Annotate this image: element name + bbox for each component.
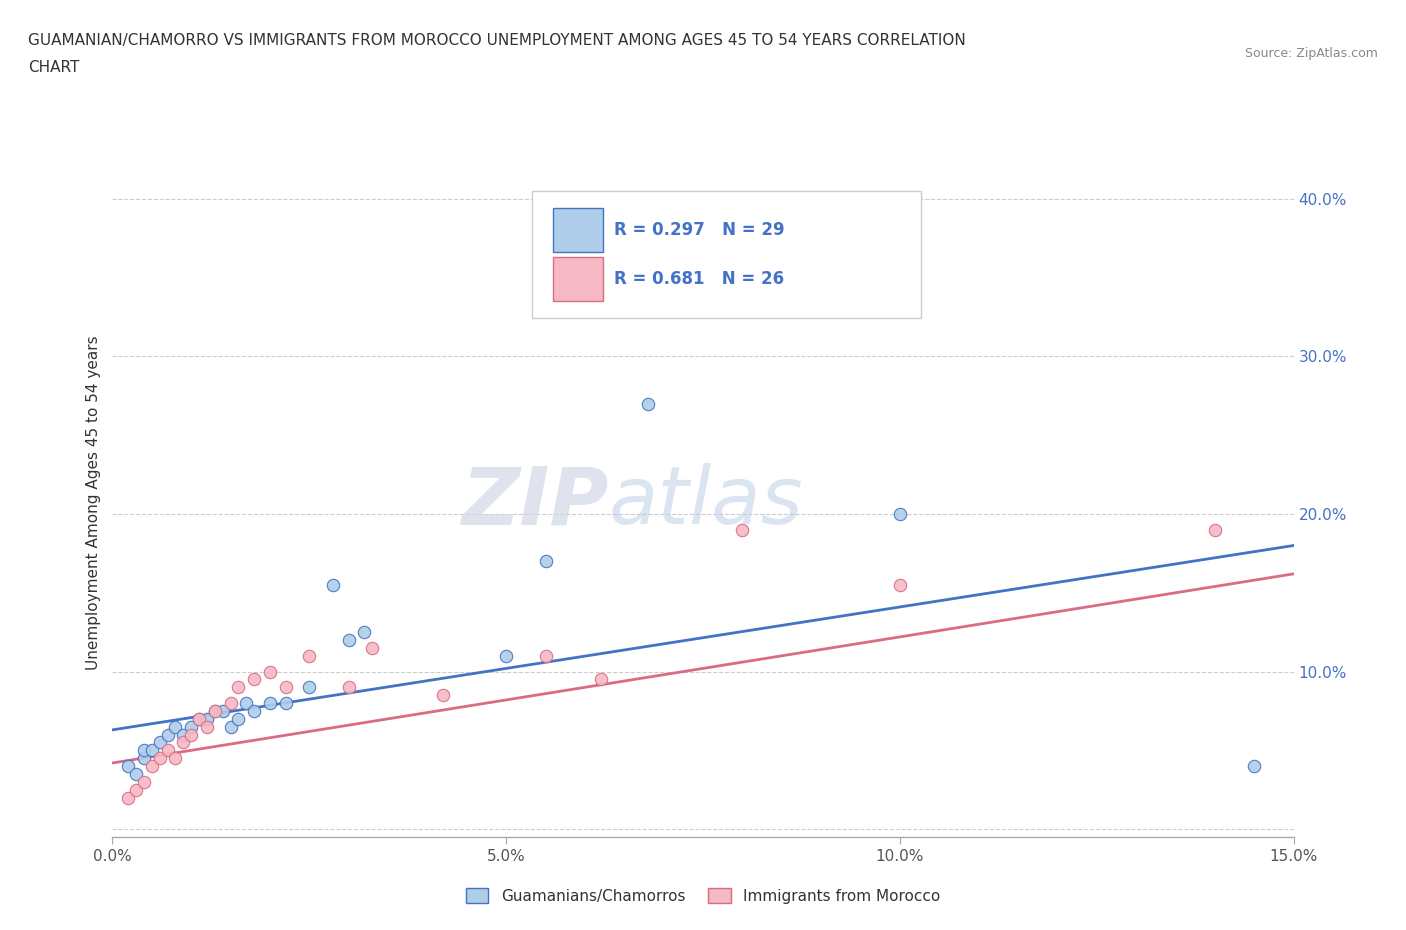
Point [165,719,187,734]
Y-axis label: Unemployment Among Ages 45 to 54 years: Unemployment Among Ages 45 to 54 years [86,335,101,670]
Point [180,727,202,742]
Point [141,743,163,758]
Point [204,703,226,718]
Point [243,703,266,718]
Point [149,735,172,750]
Point [132,775,155,790]
Point [589,672,612,687]
Point [180,719,202,734]
Text: ZIP: ZIP [461,463,609,541]
Point [188,711,211,726]
Point [219,719,242,734]
Point [188,711,211,726]
FancyBboxPatch shape [553,208,603,252]
FancyBboxPatch shape [531,191,921,318]
Point [1243,759,1265,774]
Point [156,727,179,742]
Point [195,719,218,734]
Text: GUAMANIAN/CHAMORRO VS IMMIGRANTS FROM MOROCCO UNEMPLOYMENT AMONG AGES 45 TO 54 Y: GUAMANIAN/CHAMORRO VS IMMIGRANTS FROM MO… [28,33,966,47]
Point [274,680,297,695]
Point [141,759,163,774]
Point [298,648,321,663]
Text: Source: ZipAtlas.com: Source: ZipAtlas.com [1244,46,1378,60]
Point [172,727,194,742]
Point [259,664,281,679]
Point [204,703,226,718]
Text: CHART: CHART [28,60,80,75]
Point [172,735,194,750]
Text: atlas: atlas [609,463,803,541]
Point [125,766,148,781]
Point [235,696,257,711]
Point [165,751,187,765]
Point [298,680,321,695]
Point [637,396,659,411]
Point [1204,523,1226,538]
Point [889,578,911,592]
Point [353,625,375,640]
Point [125,782,148,797]
Point [243,672,266,687]
Point [337,680,360,695]
Point [228,711,250,726]
Point [495,648,517,663]
Point [259,696,281,711]
Point [337,632,360,647]
Point [195,711,218,726]
Point [889,507,911,522]
Point [156,743,179,758]
FancyBboxPatch shape [553,257,603,301]
Point [149,751,172,765]
Text: R = 0.297   N = 29: R = 0.297 N = 29 [614,221,785,239]
Point [274,696,297,711]
Point [117,790,139,805]
Point [132,743,155,758]
Text: R = 0.681   N = 26: R = 0.681 N = 26 [614,271,785,288]
Point [228,680,250,695]
Point [534,648,557,663]
Point [322,578,344,592]
Point [432,688,454,703]
Point [132,751,155,765]
Point [211,703,233,718]
Point [219,696,242,711]
Point [534,554,557,569]
Legend: Guamanians/Chamorros, Immigrants from Morocco: Guamanians/Chamorros, Immigrants from Mo… [460,882,946,910]
Point [117,759,139,774]
Point [361,641,384,656]
Point [731,523,754,538]
